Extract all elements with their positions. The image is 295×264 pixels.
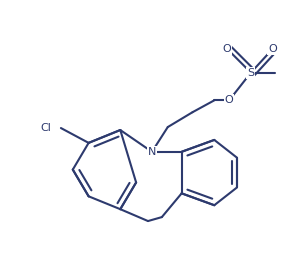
Text: O: O	[225, 95, 234, 105]
Text: S: S	[247, 68, 255, 78]
Text: O: O	[268, 44, 277, 54]
Text: Cl: Cl	[40, 123, 51, 133]
Text: O: O	[223, 44, 232, 54]
Text: N: N	[148, 147, 156, 157]
